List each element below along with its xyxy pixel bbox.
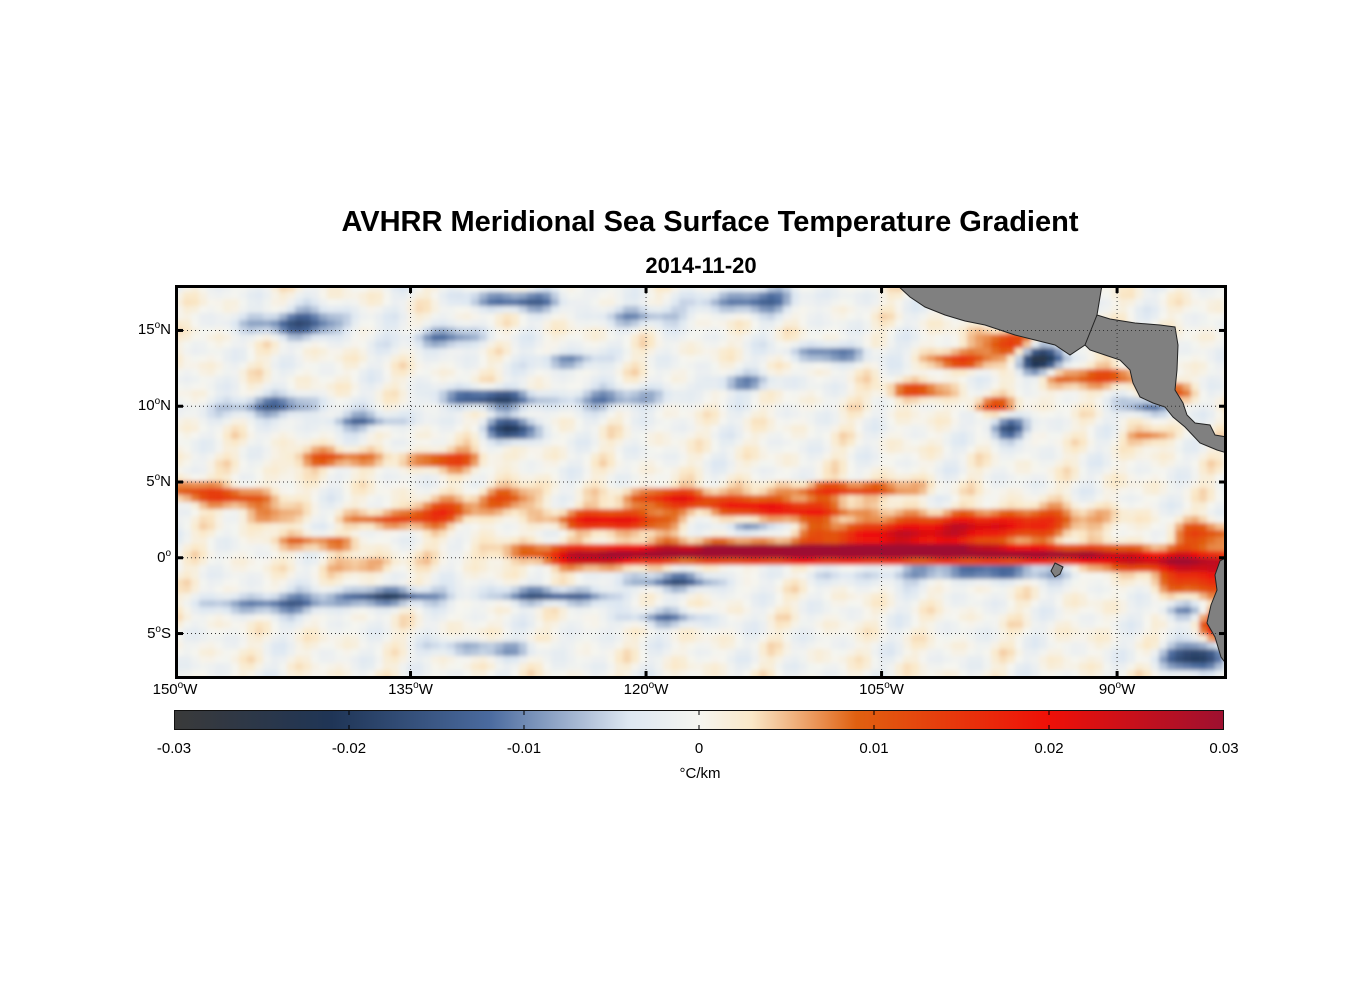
map-title: AVHRR Meridional Sea Surface Temperature…	[341, 206, 1079, 238]
lat-label: 0o	[157, 547, 171, 566]
colorbar-gradient	[174, 710, 1224, 730]
colorbar-tick-label: -0.03	[156, 740, 192, 757]
lon-label: 135oW	[388, 680, 433, 698]
lon-label: 90oW	[1098, 680, 1136, 698]
galapagos-island	[1050, 562, 1064, 578]
lon-label: 105oW	[859, 680, 904, 698]
colorbar-tick-label: 0.01	[859, 740, 889, 757]
map-date: 2014-11-20	[645, 253, 757, 278]
colorbar-tick-label: -0.01	[506, 740, 542, 757]
colorbar-tick-label: 0.02	[1034, 740, 1064, 757]
lon-label: 120oW	[623, 680, 669, 698]
colorbar-units: °C/km	[679, 765, 721, 782]
sst-gradient-map	[175, 285, 1227, 679]
central-america-isthmus-land	[1084, 314, 1227, 454]
lat-label: 5oN	[146, 472, 171, 490]
lon-label: 150oW	[152, 680, 198, 698]
map-frame	[175, 285, 1227, 679]
lat-label: 10oN	[137, 396, 171, 415]
colorbar-tick-label: 0.03	[1209, 740, 1239, 757]
colorbar	[174, 710, 1224, 730]
colorbar-tick-label: -0.02	[331, 740, 367, 757]
lat-label: 15oN	[137, 320, 171, 339]
lat-label: 5oS	[147, 623, 171, 642]
colorbar-tick-label: 0	[694, 740, 704, 757]
